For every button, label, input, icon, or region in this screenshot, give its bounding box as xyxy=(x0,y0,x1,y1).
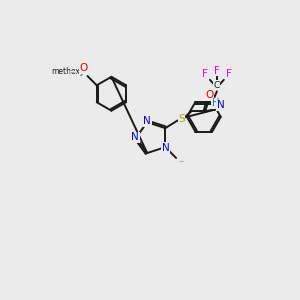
Text: F: F xyxy=(202,69,208,79)
Text: N: N xyxy=(143,116,151,127)
Text: O: O xyxy=(77,65,86,75)
Text: F: F xyxy=(214,66,220,76)
Text: F: F xyxy=(226,69,231,79)
Text: N: N xyxy=(131,132,139,142)
Text: methoxy: methoxy xyxy=(70,72,77,73)
Text: O: O xyxy=(205,90,213,100)
Text: C: C xyxy=(214,81,220,90)
Text: S: S xyxy=(178,114,185,124)
Text: H: H xyxy=(212,98,219,109)
Text: N: N xyxy=(162,142,170,152)
Text: methoxy: methoxy xyxy=(51,67,84,76)
Text: N: N xyxy=(217,100,225,110)
Text: O: O xyxy=(80,63,88,73)
Text: methyl: methyl xyxy=(180,161,185,162)
